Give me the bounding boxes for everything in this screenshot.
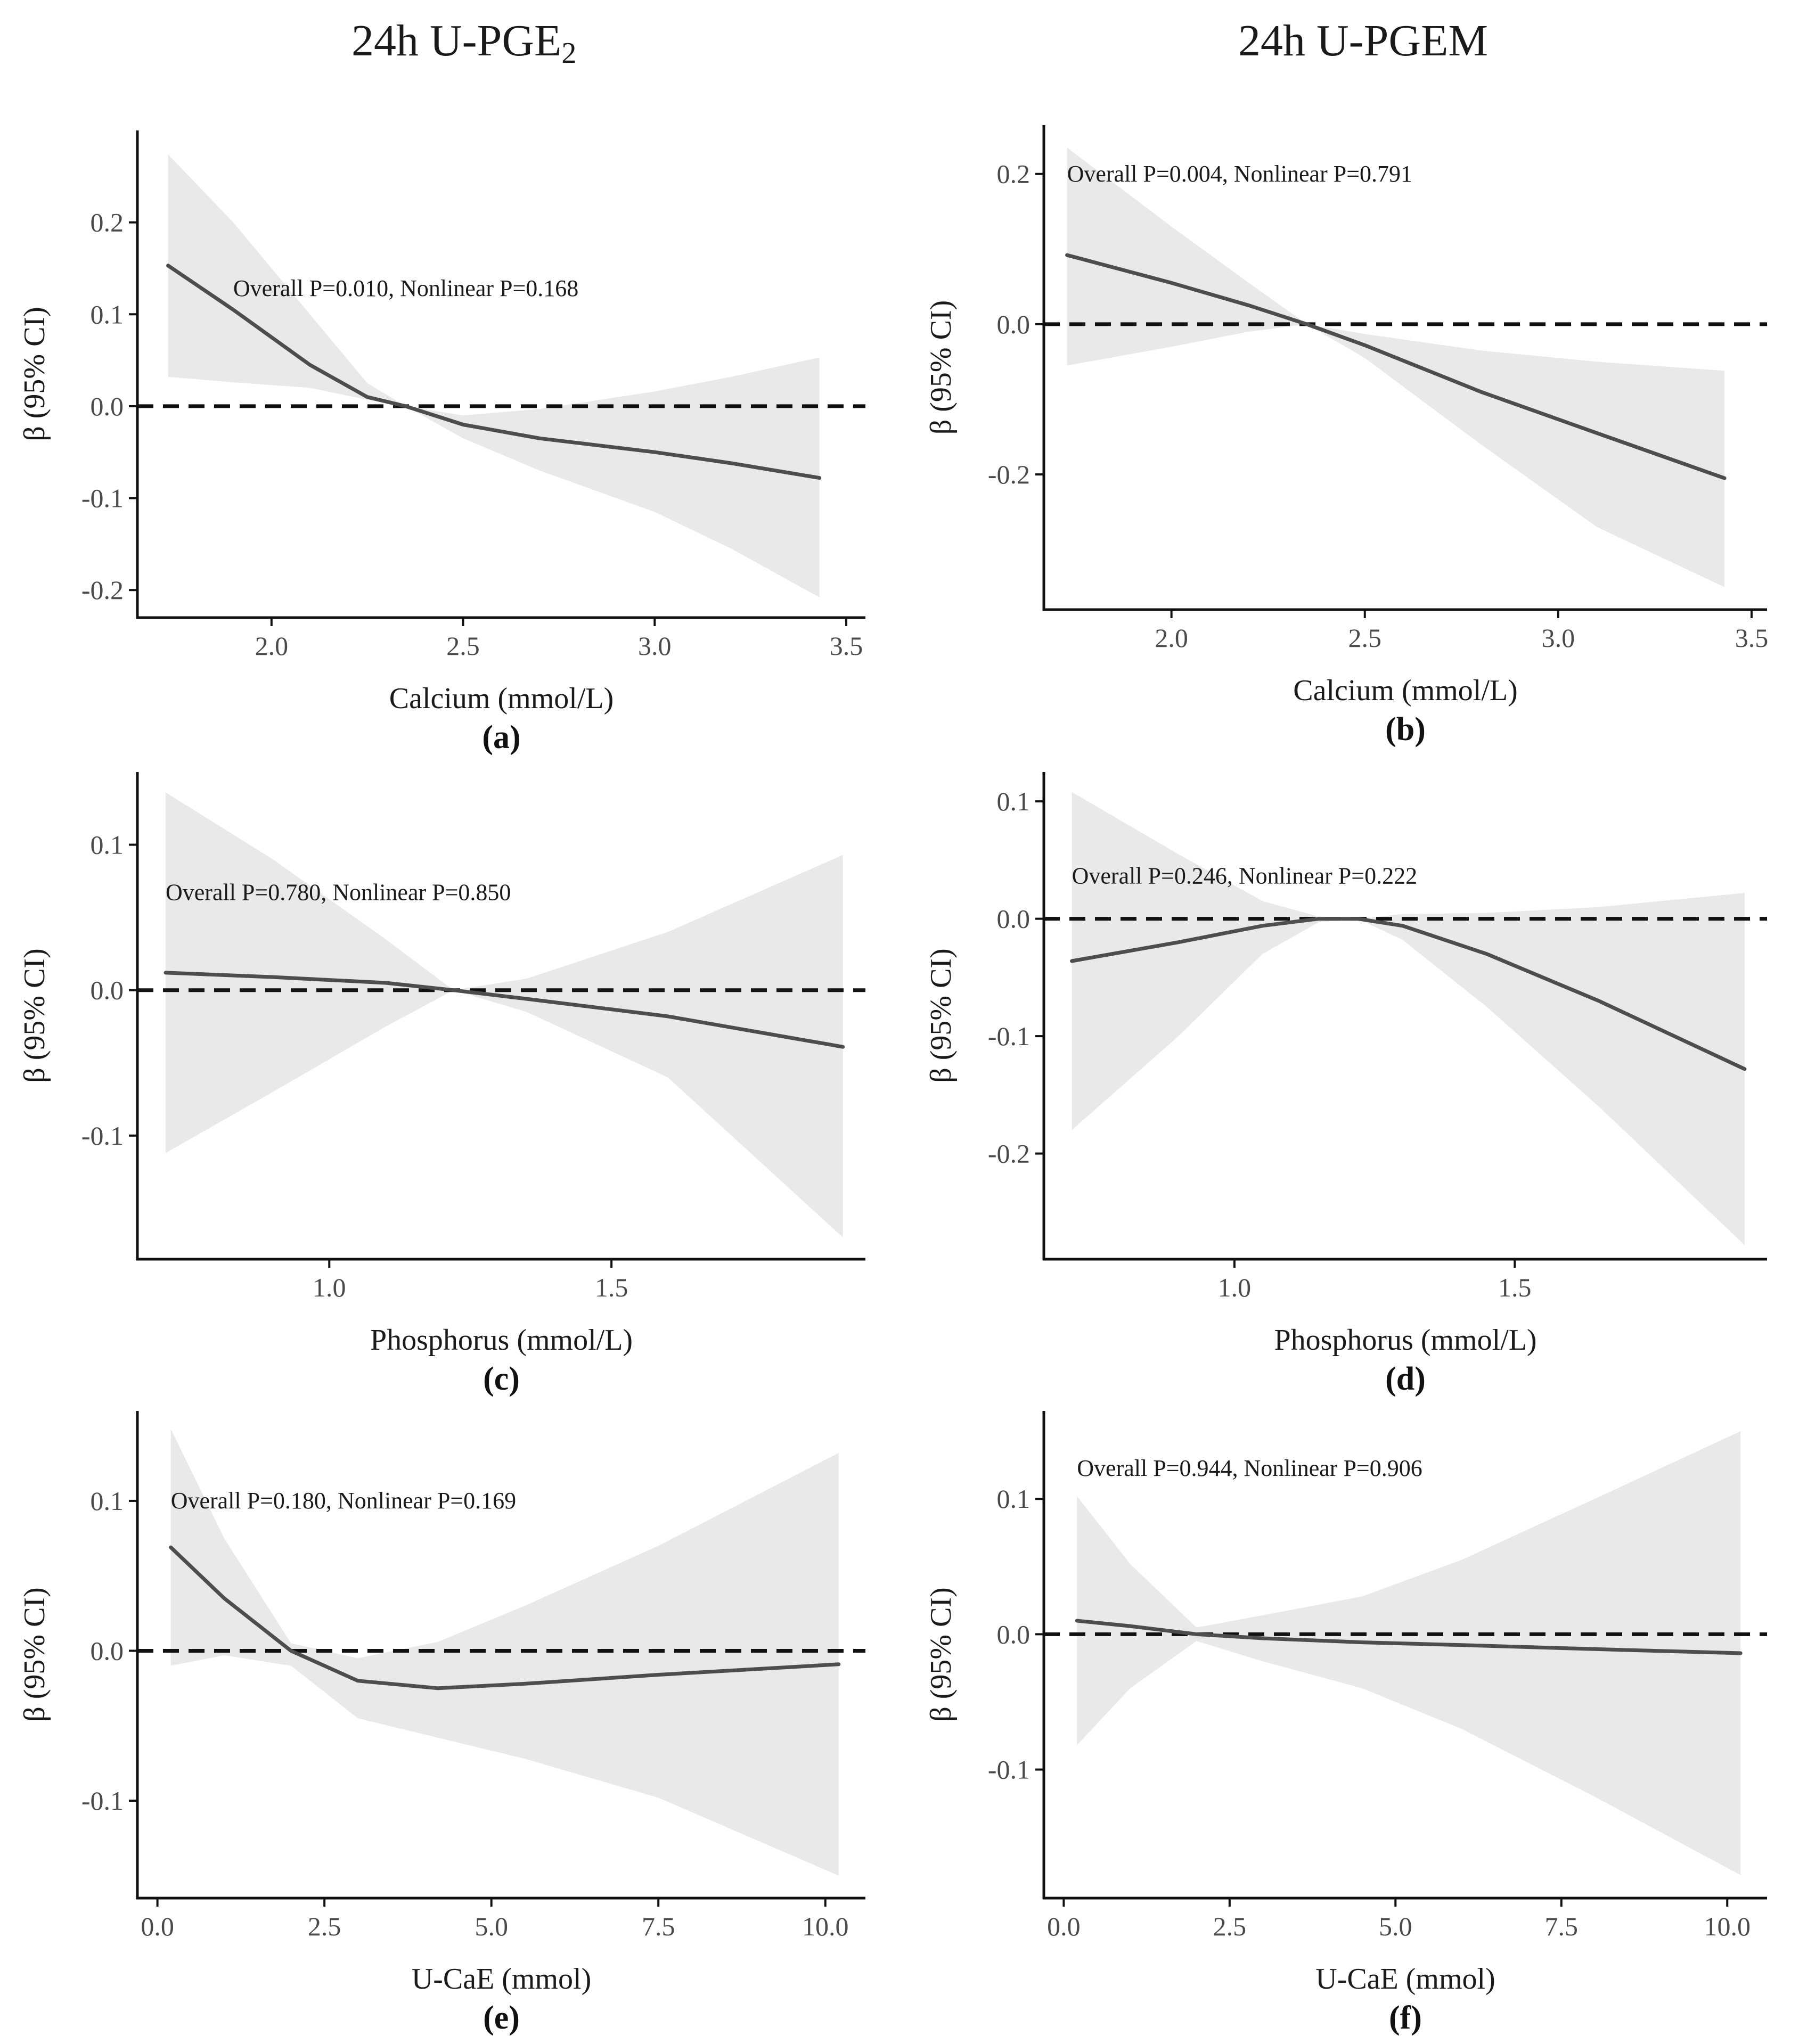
panel-f-y-tick-label: 0.1 [997,1484,1031,1514]
panel-c-x-tick-label: 1.5 [595,1273,628,1302]
panel-e-y-tick-label: 0.1 [91,1486,124,1516]
panel-e-x-tick-label: 5.0 [475,1911,508,1941]
panel-b-annotation: Overall P=0.004, Nonlinear P=0.791 [1067,161,1412,187]
column-title-left: 24h U-PGE2 [351,15,576,70]
panel-b-ci-band [1067,147,1725,587]
panel-a-y-tick-label: -0.1 [81,483,124,513]
panel-e-x-tick-label: 10.0 [802,1911,849,1941]
panel-c-label: (c) [483,1361,520,1397]
panel-e-x-tick-label: 7.5 [642,1911,675,1941]
panel-f-x-axis-title: U-CaE (mmol) [1315,1963,1495,1996]
panel-c-ci-band [166,792,843,1237]
panel-d-x-tick-label: 1.0 [1218,1273,1252,1302]
panel-b-y-tick-label: 0.0 [997,309,1031,339]
panel-c-y-tick-label: 0.0 [91,975,124,1005]
column-title-left-main: 24h U-PGE [351,16,562,65]
column-title-left-subscript: 2 [561,37,577,70]
panel-c-x-tick-label: 1.0 [313,1273,346,1302]
panel-f-y-axis-title: β (95% CI) [925,1587,958,1721]
panel-b-y-tick-label: 0.2 [997,159,1031,189]
panel-f-x-tick-label: 0.0 [1047,1911,1081,1941]
panel-b-x-tick-label: 2.0 [1155,623,1188,653]
panel-f-x-tick-label: 5.0 [1379,1911,1412,1941]
panel-d-y-tick-label: -0.1 [988,1021,1030,1051]
panel-a-x-tick-label: 2.0 [255,631,289,661]
panel-f-label: (f) [1389,2000,1422,2036]
panel-e-y-axis-title: β (95% CI) [18,1587,51,1721]
panel-b-x-tick-label: 2.5 [1348,623,1381,653]
panel-e-x-axis-title: U-CaE (mmol) [412,1963,591,1996]
panel-b-x-tick-label: 3.5 [1735,623,1769,653]
panel-e-x-tick-label: 2.5 [308,1911,341,1941]
panel-a-label: (a) [482,719,520,756]
panel-f-y-tick-label: 0.0 [997,1619,1031,1649]
panel-d-label: (d) [1385,1361,1426,1397]
panel-d-x-axis-title: Phosphorus (mmol/L) [1274,1324,1536,1357]
panel-b-y-tick-label: -0.2 [988,459,1030,489]
panel-b-estimate-line [1065,253,1727,480]
panel-c-y-axis-title: β (95% CI) [18,948,51,1082]
panel-a-x-tick-label: 3.5 [830,631,863,661]
column-title-right: 24h U-PGEM [1238,15,1488,67]
panel-d-annotation: Overall P=0.246, Nonlinear P=0.222 [1072,863,1417,889]
panel-f-annotation: Overall P=0.944, Nonlinear P=0.906 [1077,1455,1422,1481]
panel-c-y-tick-label: 0.1 [91,830,124,860]
panel-d-estimate-line [1070,917,1747,1071]
panel-a-y-tick-label: 0.2 [91,208,124,237]
panel-a-y-tick-label: -0.2 [81,575,124,605]
panel-f-x-tick-label: 10.0 [1704,1911,1751,1941]
panel-a-x-axis-title: Calcium (mmol/L) [389,682,614,715]
panel-f-x-tick-label: 7.5 [1545,1911,1579,1941]
panel-a-estimate-line [166,264,822,480]
panel-c-x-axis-title: Phosphorus (mmol/L) [370,1324,633,1357]
panel-d-y-tick-label: 0.0 [997,904,1031,934]
panel-a-ci-band [168,154,820,597]
panel-e-label: (e) [483,2000,520,2036]
panel-e-y-tick-label: -0.1 [81,1786,124,1816]
panel-c-estimate-line [163,971,845,1049]
panel-a-annotation: Overall P=0.010, Nonlinear P=0.168 [233,275,578,301]
panel-f-x-tick-label: 2.5 [1213,1911,1247,1941]
panel-c-y-tick-label: -0.1 [81,1121,124,1151]
panel-b-x-tick-label: 3.0 [1542,623,1575,653]
panel-b-x-axis-title: Calcium (mmol/L) [1293,674,1517,707]
panel-a-y-axis-title: β (95% CI) [18,307,51,441]
panel-a-x-tick-label: 3.0 [638,631,672,661]
panel-e-estimate-line [169,1545,841,1690]
panel-c-annotation: Overall P=0.780, Nonlinear P=0.850 [166,879,511,905]
panel-b-y-axis-title: β (95% CI) [925,300,958,434]
panel-f-ci-band [1077,1431,1741,1875]
panel-d-y-axis-title: β (95% CI) [925,948,958,1082]
panel-d-x-tick-label: 1.5 [1498,1273,1532,1302]
column-title-right-main: 24h U-PGEM [1238,16,1489,65]
panel-d-y-tick-label: -0.2 [988,1139,1030,1169]
panel-a-x-tick-label: 2.5 [446,631,480,661]
panel-b-label: (b) [1385,711,1426,748]
panel-a-y-tick-label: 0.0 [91,391,124,421]
panel-d-ci-band [1072,792,1745,1245]
panel-e-x-tick-label: 0.0 [141,1911,174,1941]
panel-e-y-tick-label: 0.0 [91,1636,124,1665]
panel-f-y-tick-label: -0.1 [988,1755,1030,1785]
panel-d-y-tick-label: 0.1 [997,786,1031,816]
panel-f-estimate-line [1075,1619,1743,1655]
panel-e-annotation: Overall P=0.180, Nonlinear P=0.169 [171,1488,516,1514]
panel-a-y-tick-label: 0.1 [91,299,124,329]
